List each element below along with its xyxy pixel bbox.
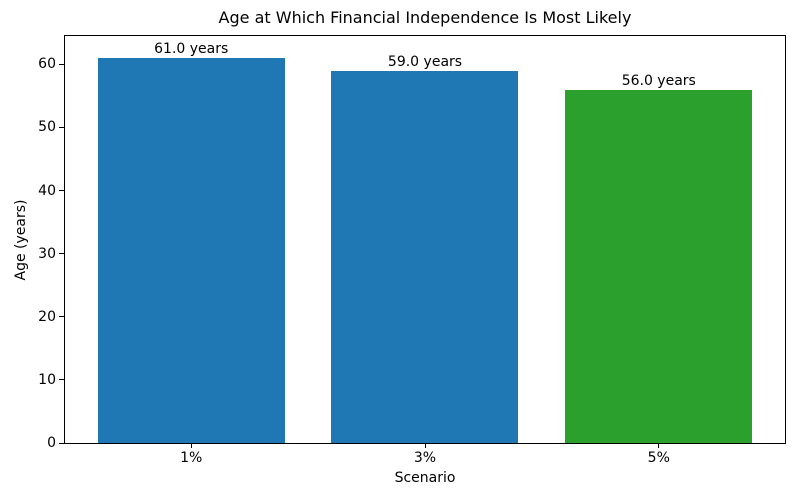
y-tick-mark [59,190,64,192]
bar-value-label: 59.0 years [387,53,463,70]
x-tick-label: 5% [647,450,670,466]
x-tick-mark [658,444,660,448]
bar-3% [331,70,519,443]
x-tick-mark [424,444,426,448]
y-tick-label: 20 [38,308,56,325]
y-tick-mark [59,253,64,255]
bar-1% [97,58,285,443]
bar-5% [565,89,753,443]
x-tick-mark [190,444,192,448]
bar-value-label: 56.0 years [621,72,696,89]
y-tick-label: 50 [38,119,56,136]
y-tick-label: 10 [38,371,56,388]
y-tick-label: 40 [38,182,56,199]
x-tick-label: 1% [180,450,203,466]
y-tick-mark [59,126,64,128]
chart-title: Age at Which Financial Independence Is M… [218,8,632,27]
x-tick-label: 3% [413,450,437,466]
y-tick-label: 0 [47,435,56,451]
x-axis-label: Scenario [394,470,456,486]
y-tick-mark [59,316,64,318]
y-tick-mark [59,442,64,444]
y-tick-mark [59,63,64,65]
plot-area: 61.0 years 59.0 years 56.0 years [64,35,786,444]
y-tick-label: 30 [38,245,56,262]
y-axis-label: Age (years) [13,199,29,281]
y-tick-mark [59,379,64,381]
y-tick-label: 60 [38,56,56,73]
bar-value-label: 61.0 years [154,41,229,58]
